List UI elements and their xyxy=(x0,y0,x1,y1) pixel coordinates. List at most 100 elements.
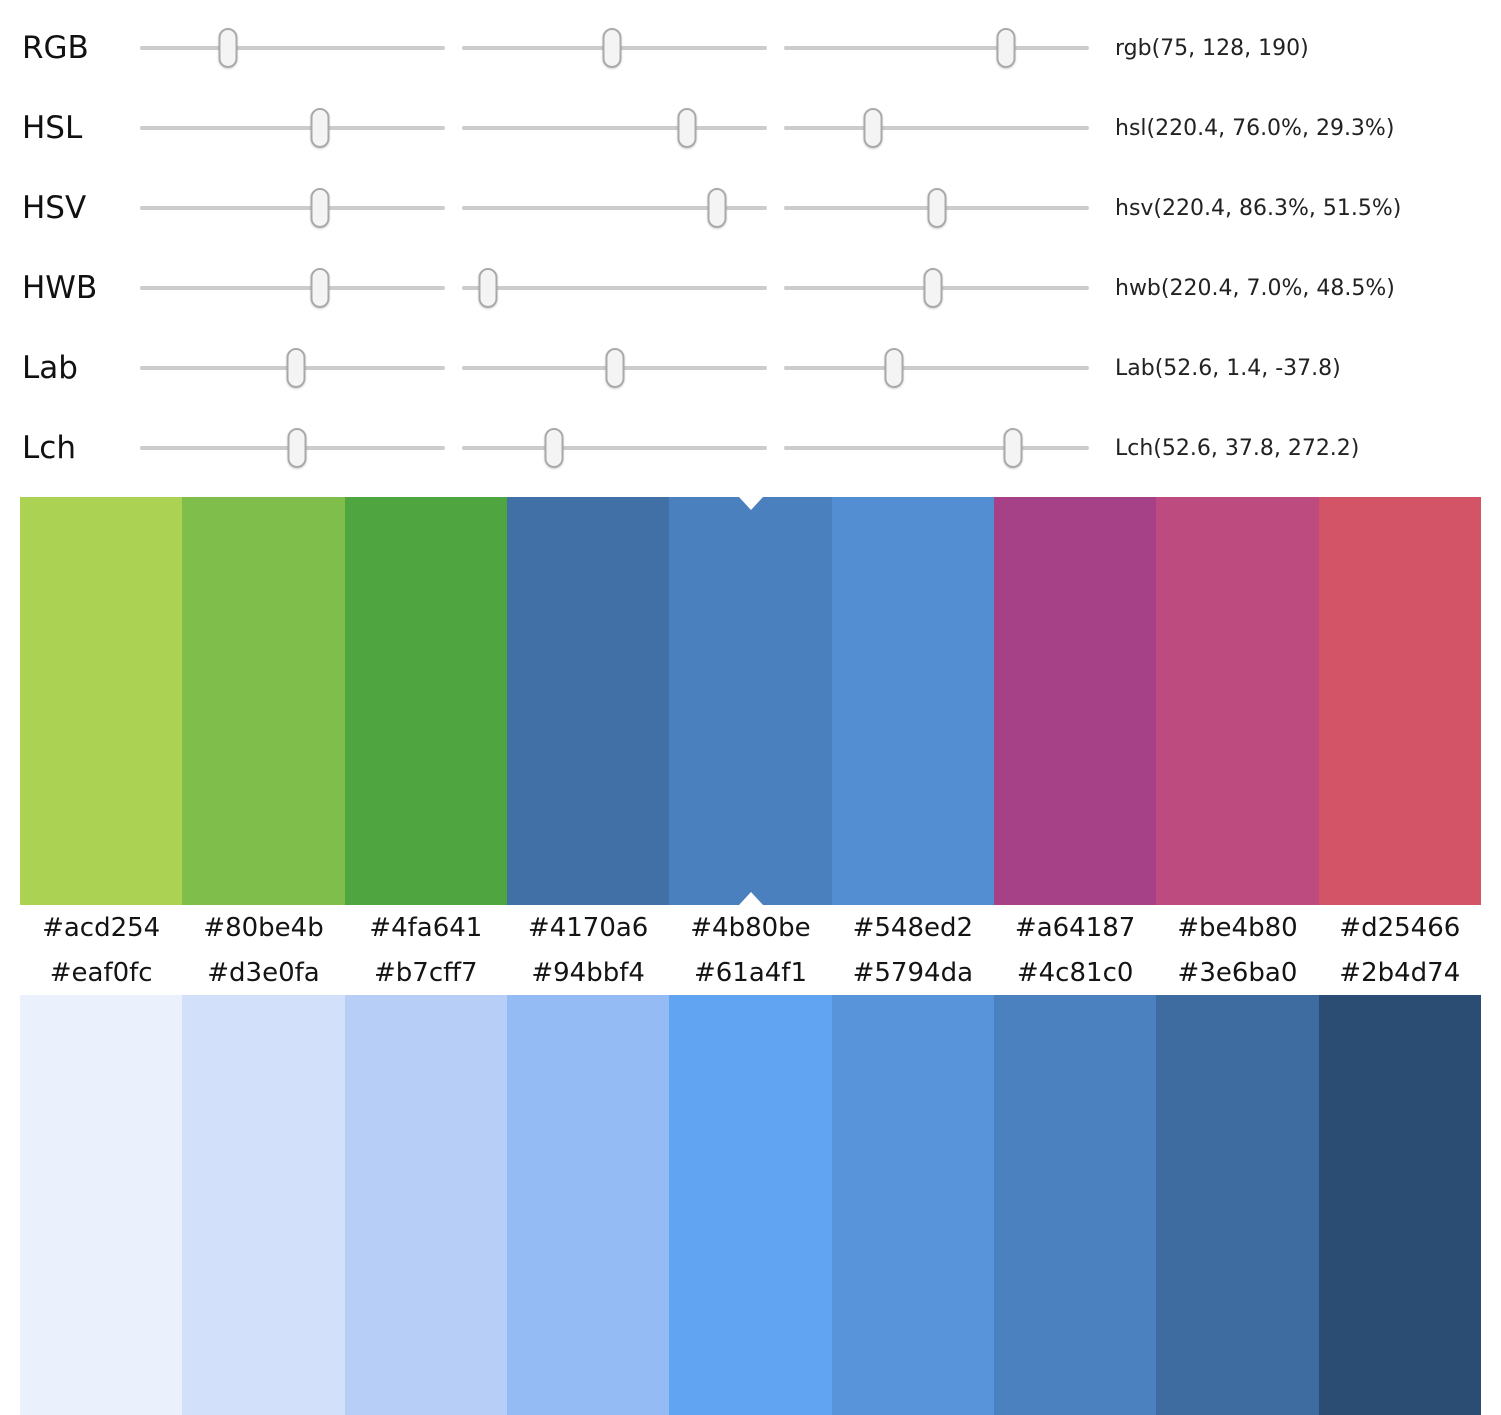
slider-track-line xyxy=(784,366,1089,370)
colorspace-label-hsv: HSV xyxy=(0,193,140,224)
lab-tracks xyxy=(140,344,1089,392)
lch-channel-1-slider[interactable] xyxy=(140,424,445,472)
lch-value-readout: Lch(52.6, 37.8, 272.2) xyxy=(1115,436,1359,461)
colorspace-label-hwb: HWB xyxy=(0,273,140,304)
lab-channel-2-slider[interactable] xyxy=(462,344,767,392)
slider-track-line xyxy=(140,206,445,210)
hsv-channel-2-slider[interactable] xyxy=(462,184,767,232)
tint-swatch-hex-label: #eaf0fc xyxy=(20,960,182,986)
slider-track-line xyxy=(462,286,767,290)
selected-swatch-marker-bottom xyxy=(739,892,763,905)
hue-swatch[interactable] xyxy=(669,497,831,905)
hsv-channel-1-slider[interactable] xyxy=(140,184,445,232)
slider-track-line xyxy=(784,46,1089,50)
hue-swatch[interactable] xyxy=(994,497,1156,905)
lch-channel-2-slider[interactable] xyxy=(462,424,767,472)
tint-swatch-hex-label: #5794da xyxy=(832,960,994,986)
slider-track-line xyxy=(462,126,767,130)
slider-thumb[interactable] xyxy=(678,108,697,148)
slider-thumb[interactable] xyxy=(923,268,942,308)
tint-hex-labels: #eaf0fc#d3e0fa#b7cff7#94bbf4#61a4f1#5794… xyxy=(20,950,1481,995)
hue-swatch-hex-label: #a64187 xyxy=(994,915,1156,941)
slider-thumb[interactable] xyxy=(707,188,726,228)
hue-swatch[interactable] xyxy=(1156,497,1318,905)
slider-thumb[interactable] xyxy=(219,28,238,68)
hue-swatch-hex-label: #4fa641 xyxy=(345,915,507,941)
hue-swatch[interactable] xyxy=(20,497,182,905)
slider-track-line xyxy=(462,446,767,450)
hsv-tracks xyxy=(140,184,1089,232)
slider-thumb[interactable] xyxy=(928,188,947,228)
tint-swatch-hex-label: #2b4d74 xyxy=(1319,960,1481,986)
hwb-channel-2-slider[interactable] xyxy=(462,264,767,312)
tint-swatch-hex-label: #d3e0fa xyxy=(182,960,344,986)
tint-swatch-hex-label: #3e6ba0 xyxy=(1156,960,1318,986)
hue-swatch-hex-label: #4170a6 xyxy=(507,915,669,941)
rgb-channel-3-slider[interactable] xyxy=(784,24,1089,72)
tint-swatch-hex-label: #94bbf4 xyxy=(507,960,669,986)
hue-swatch-hex-label: #80be4b xyxy=(182,915,344,941)
slider-thumb[interactable] xyxy=(310,268,329,308)
hue-swatch[interactable] xyxy=(507,497,669,905)
lab-channel-3-slider[interactable] xyxy=(784,344,1089,392)
lch-channel-3-slider[interactable] xyxy=(784,424,1089,472)
tint-swatch[interactable] xyxy=(994,995,1156,1415)
rgb-channel-1-slider[interactable] xyxy=(140,24,445,72)
hwb-channel-1-slider[interactable] xyxy=(140,264,445,312)
slider-thumb[interactable] xyxy=(478,268,497,308)
slider-track-line xyxy=(784,446,1089,450)
tint-swatch[interactable] xyxy=(182,995,344,1415)
hue-swatch-hex-label: #d25466 xyxy=(1319,915,1481,941)
slider-thumb[interactable] xyxy=(1003,428,1022,468)
hwb-tracks xyxy=(140,264,1089,312)
slider-thumb[interactable] xyxy=(286,348,305,388)
hue-swatch-hex-label: #acd254 xyxy=(20,915,182,941)
slider-track-line xyxy=(140,46,445,50)
slider-row-hwb: HWB hwb(220.4, 7.0%, 48.5%) xyxy=(0,248,1501,328)
rgb-value-readout: rgb(75, 128, 190) xyxy=(1115,36,1309,61)
slider-thumb[interactable] xyxy=(884,348,903,388)
hsl-channel-1-slider[interactable] xyxy=(140,104,445,152)
hsv-channel-3-slider[interactable] xyxy=(784,184,1089,232)
hue-hex-labels: #acd254#80be4b#4fa641#4170a6#4b80be#548e… xyxy=(20,905,1481,950)
slider-thumb[interactable] xyxy=(864,108,883,148)
tint-swatch[interactable] xyxy=(1156,995,1318,1415)
hue-swatch-hex-label: #be4b80 xyxy=(1156,915,1318,941)
slider-thumb[interactable] xyxy=(310,108,329,148)
rgb-channel-2-slider[interactable] xyxy=(462,24,767,72)
tint-swatch[interactable] xyxy=(832,995,994,1415)
slider-row-hsl: HSL hsl(220.4, 76.0%, 29.3%) xyxy=(0,88,1501,168)
hue-swatch[interactable] xyxy=(182,497,344,905)
tint-swatch-hex-label: #4c81c0 xyxy=(994,960,1156,986)
lab-channel-1-slider[interactable] xyxy=(140,344,445,392)
tint-swatch[interactable] xyxy=(20,995,182,1415)
rgb-tracks xyxy=(140,24,1089,72)
hue-swatch[interactable] xyxy=(345,497,507,905)
slider-thumb[interactable] xyxy=(996,28,1015,68)
lch-tracks xyxy=(140,424,1089,472)
slider-thumb[interactable] xyxy=(288,428,307,468)
tint-swatch[interactable] xyxy=(1319,995,1481,1415)
hwb-value-readout: hwb(220.4, 7.0%, 48.5%) xyxy=(1115,276,1395,301)
selected-swatch-marker-top xyxy=(739,497,763,510)
tint-swatch-hex-label: #61a4f1 xyxy=(669,960,831,986)
slider-thumb[interactable] xyxy=(603,28,622,68)
slider-thumb[interactable] xyxy=(606,348,625,388)
hwb-channel-3-slider[interactable] xyxy=(784,264,1089,312)
colorspace-label-lch: Lch xyxy=(0,433,140,464)
tint-swatch[interactable] xyxy=(507,995,669,1415)
slider-thumb[interactable] xyxy=(545,428,564,468)
slider-row-hsv: HSV hsv(220.4, 86.3%, 51.5%) xyxy=(0,168,1501,248)
slider-track-line xyxy=(140,126,445,130)
hue-swatch[interactable] xyxy=(1319,497,1481,905)
tint-swatch[interactable] xyxy=(345,995,507,1415)
tint-swatch-hex-label: #b7cff7 xyxy=(345,960,507,986)
hsl-channel-2-slider[interactable] xyxy=(462,104,767,152)
hue-swatch-hex-label: #4b80be xyxy=(669,915,831,941)
tint-swatch[interactable] xyxy=(669,995,831,1415)
slider-row-lab: Lab Lab(52.6, 1.4, -37.8) xyxy=(0,328,1501,408)
slider-thumb[interactable] xyxy=(310,188,329,228)
hsl-channel-3-slider[interactable] xyxy=(784,104,1089,152)
lab-value-readout: Lab(52.6, 1.4, -37.8) xyxy=(1115,356,1341,381)
hue-swatch[interactable] xyxy=(832,497,994,905)
